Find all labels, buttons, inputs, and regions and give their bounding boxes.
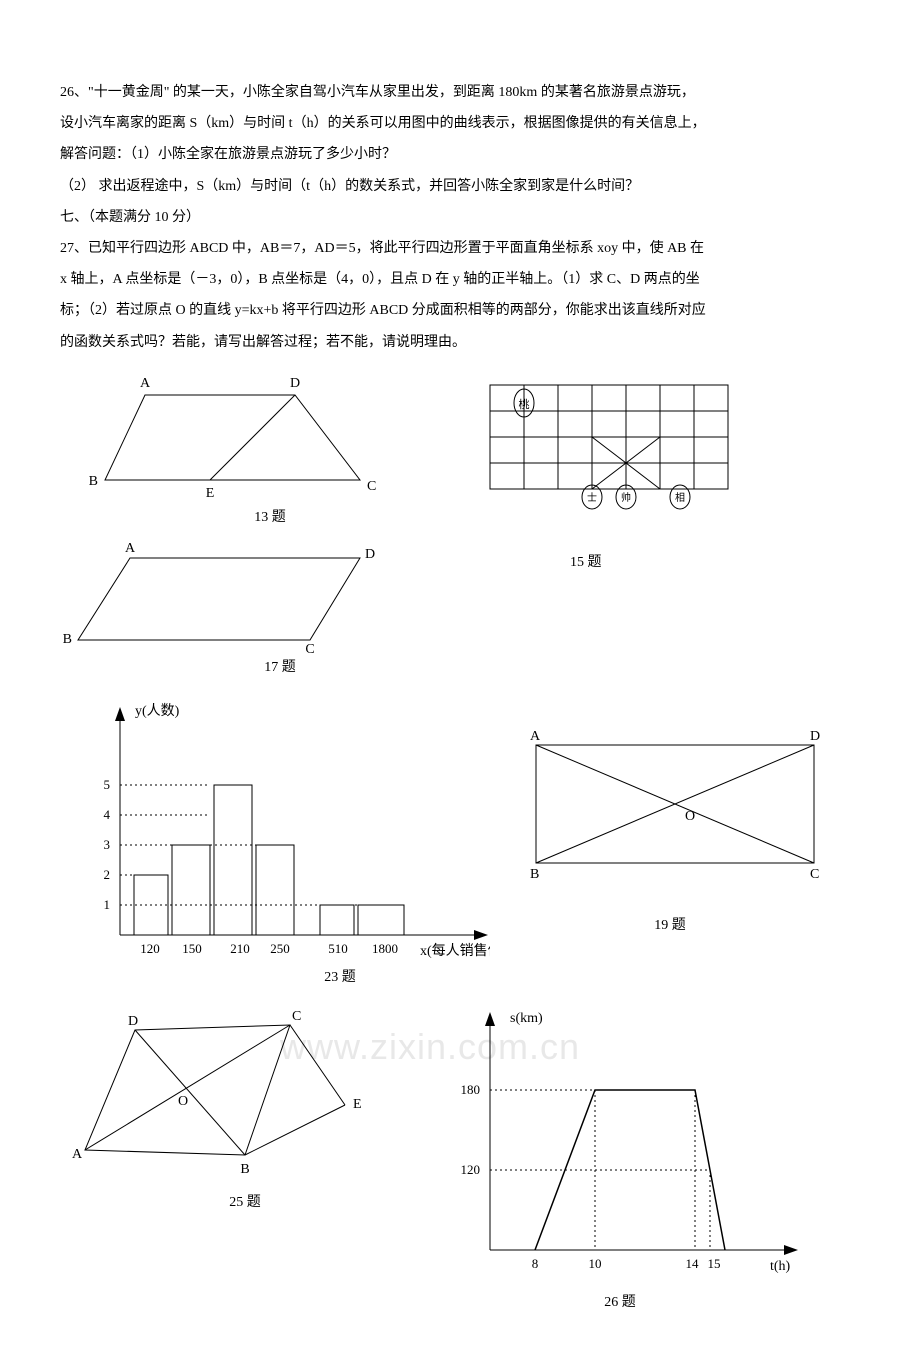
svg-text:C: C [292,1009,301,1024]
svg-text:4: 4 [104,807,111,822]
figure-15: 桃 士 帅 相 [480,375,740,515]
svg-text:相: 相 [675,491,685,504]
problem-26-line3: 解答问题：（1）小陈全家在旅游景点游玩了多少小时？ [60,142,860,167]
svg-text:3: 3 [104,837,111,852]
figure-17-label: 17 题 [160,655,400,680]
svg-text:士: 士 [587,491,597,504]
problem-27-line2: x 轴上，A 点坐标是（－3，0），B 点坐标是（4，0），且点 D 在 y 轴… [60,267,860,292]
svg-text:D: D [290,376,300,391]
svg-text:E: E [353,1097,362,1112]
svg-text:120: 120 [461,1162,481,1177]
svg-text:8: 8 [532,1256,539,1271]
svg-text:O: O [178,1094,188,1109]
figure-13-label: 13 题 [140,505,400,530]
problem-26-line4: （2） 求出返程途中，S（km）与时间（t（h）的数关系式，并回答小陈全家到家是… [60,174,860,199]
svg-text:B: B [89,474,98,489]
svg-text:210: 210 [230,941,250,956]
svg-text:D: D [128,1014,138,1029]
figure-25-label: 25 题 [100,1190,390,1215]
figure-13: A D B C E 13 题 [60,375,400,530]
svg-text:180: 180 [461,1082,481,1097]
problem-26-line2: 设小汽车离家的距离 S（km）与时间 t（h）的关系可以用图中的曲线表示，根据图… [60,111,860,136]
svg-text:120: 120 [140,941,160,956]
svg-text:14: 14 [686,1256,700,1271]
svg-text:250: 250 [270,941,290,956]
svg-text:s(km): s(km) [510,1011,543,1026]
svg-text:桃: 桃 [519,397,530,411]
svg-text:A: A [125,541,136,556]
svg-text:150: 150 [182,941,202,956]
svg-text:C: C [305,642,314,655]
svg-text:B: B [530,867,539,882]
svg-text:D: D [810,729,820,744]
svg-text:2: 2 [104,867,111,882]
problem-26-line1: 26、"十一黄金周" 的某一天，小陈全家自驾小汽车从家里出发，到距离 180km… [60,80,860,105]
svg-text:A: A [72,1147,83,1162]
figure-26-label: 26 题 [430,1290,810,1315]
section-7-header: 七、（本题满分 10 分） [60,205,860,230]
svg-text:A: A [530,729,541,744]
figure-15-label: 15 题 [570,550,602,575]
svg-text:510: 510 [328,941,348,956]
svg-text:D: D [365,547,375,562]
svg-text:y(人数): y(人数) [135,703,180,719]
svg-text:5: 5 [104,777,111,792]
figure-23: y(人数) x(每人销售件数) 1 2 3 4 5 120 [60,695,500,990]
svg-text:x(每人销售件数): x(每人销售件数) [420,943,490,959]
svg-text:A: A [140,376,151,391]
svg-text:1800: 1800 [372,941,398,956]
svg-text:帅: 帅 [621,491,631,504]
svg-text:t(h): t(h) [770,1259,791,1274]
svg-text:B: B [240,1162,249,1177]
svg-text:1: 1 [104,897,111,912]
svg-text:15: 15 [708,1256,721,1271]
problem-27-line3: 标；（2）若过原点 O 的直线 y=kx+b 将平行四边形 ABCD 分成面积相… [60,298,860,323]
problem-27-line4: 的函数关系式吗？若能，请写出解答过程；若不能，请说明理由。 [60,330,860,355]
figure-17: A D B C 17 题 [60,540,400,680]
figure-25: A B C D E O 25 题 [60,1000,390,1215]
figure-19: A D B C O 19 题 [510,725,830,938]
svg-text:C: C [810,867,819,882]
figure-23-label: 23 题 [180,965,500,990]
svg-text:10: 10 [589,1256,602,1271]
figure-26: s(km) t(h) 180 120 8 10 14 15 26 题 [430,1000,810,1315]
figure-19-label: 19 题 [510,913,830,938]
problem-27-line1: 27、已知平行四边形 ABCD 中，AB＝7，AD＝5，将此平行四边形置于平面直… [60,236,860,261]
svg-text:E: E [206,486,215,501]
svg-text:C: C [367,479,376,494]
svg-text:B: B [63,632,72,647]
svg-text:O: O [685,809,695,824]
